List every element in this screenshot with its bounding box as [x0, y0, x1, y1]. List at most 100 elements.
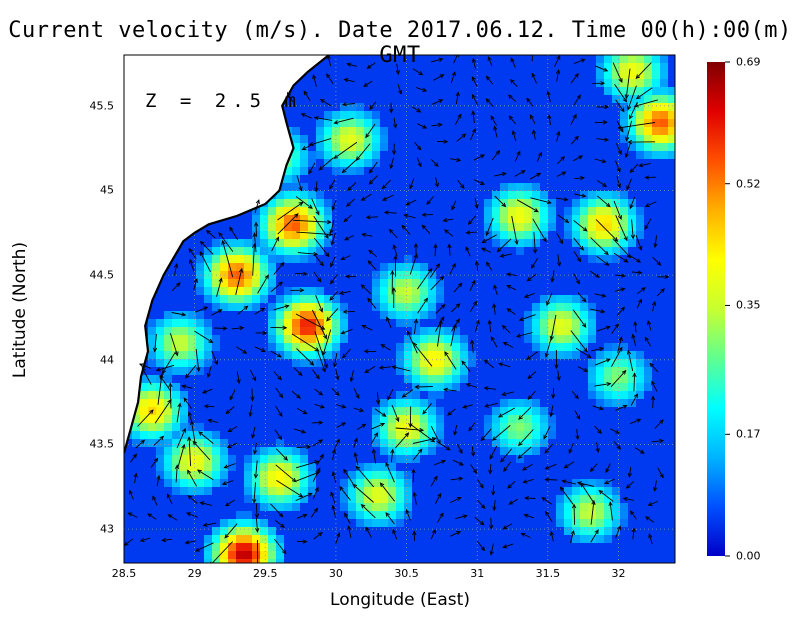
speed-cell [572, 495, 580, 503]
speed-cell [532, 303, 540, 311]
speed-cell [204, 287, 212, 295]
speed-cell [204, 479, 212, 487]
speed-cell [524, 415, 532, 423]
speed-cell [148, 399, 156, 407]
speed-cell [660, 111, 668, 119]
speed-cell [628, 239, 636, 247]
speed-cell [404, 343, 412, 351]
speed-cell [396, 423, 404, 431]
speed-cell [308, 239, 316, 247]
speed-cell [380, 471, 388, 479]
speed-cell [348, 151, 356, 159]
speed-cell [452, 383, 460, 391]
speed-cell [636, 151, 644, 159]
speed-cell [452, 367, 460, 375]
speed-cell [276, 471, 284, 479]
speed-cell [428, 391, 436, 399]
speed-cell [220, 439, 228, 447]
speed-cell [292, 447, 300, 455]
speed-cell [260, 527, 268, 535]
speed-cell [148, 335, 156, 343]
speed-cell [364, 511, 372, 519]
speed-cell [428, 375, 436, 383]
speed-cell [308, 295, 316, 303]
speed-cell [292, 455, 300, 463]
speed-cell [660, 143, 668, 151]
speed-cell [588, 319, 596, 327]
speed-cell [548, 223, 556, 231]
speed-cell [260, 215, 268, 223]
speed-cell [540, 207, 548, 215]
speed-cell [508, 423, 516, 431]
speed-cell [564, 207, 572, 215]
speed-cell [548, 423, 556, 431]
speed-cell [204, 463, 212, 471]
speed-cell [292, 159, 300, 167]
speed-cell [220, 455, 228, 463]
speed-cell [580, 311, 588, 319]
speed-cell [540, 327, 548, 335]
speed-cell [532, 399, 540, 407]
speed-cell [324, 111, 332, 119]
speed-cell [420, 399, 428, 407]
speed-cell [388, 439, 396, 447]
speed-cell [636, 359, 644, 367]
speed-cell [604, 391, 612, 399]
speed-cell [268, 319, 276, 327]
speed-cell [172, 447, 180, 455]
speed-cell [356, 111, 364, 119]
colorbar-ticks [725, 62, 730, 556]
speed-cell [308, 335, 316, 343]
speed-cell [204, 487, 212, 495]
speed-cell [636, 79, 644, 87]
speed-cell [316, 151, 324, 159]
speed-cell [404, 263, 412, 271]
speed-cell [316, 119, 324, 127]
speed-cell [212, 279, 220, 287]
speed-cell [236, 263, 244, 271]
speed-cell [244, 495, 252, 503]
speed-cell [340, 503, 348, 511]
speed-cell [148, 423, 156, 431]
speed-cell [244, 255, 252, 263]
speed-cell [412, 407, 420, 415]
speed-cell [348, 127, 356, 135]
speed-cell [172, 423, 180, 431]
speed-cell [652, 71, 660, 79]
speed-cell [508, 447, 516, 455]
speed-cell [268, 207, 276, 215]
speed-cell [260, 231, 268, 239]
speed-cell [604, 215, 612, 223]
speed-cell [172, 391, 180, 399]
speed-cell [228, 455, 236, 463]
speed-cell [300, 455, 308, 463]
speed-cell [604, 223, 612, 231]
speed-cell [636, 127, 644, 135]
speed-cell [244, 455, 252, 463]
speed-cell [396, 311, 404, 319]
speed-cell [516, 215, 524, 223]
speed-cell [172, 367, 180, 375]
speed-cell [660, 119, 668, 127]
speed-cell [604, 375, 612, 383]
speed-cell [420, 335, 428, 343]
speed-cell [532, 415, 540, 423]
speed-cell [324, 223, 332, 231]
speed-cell [260, 471, 268, 479]
speed-cell [636, 375, 644, 383]
speed-cell [620, 199, 628, 207]
speed-cell [164, 479, 172, 487]
speed-cell [428, 335, 436, 343]
speed-cell [596, 503, 604, 511]
speed-cell [356, 135, 364, 143]
speed-cell [604, 239, 612, 247]
speed-cell [404, 359, 412, 367]
x-tick-label: 31 [470, 567, 484, 580]
speed-cell [204, 327, 212, 335]
speed-cell [276, 487, 284, 495]
speed-cell [564, 311, 572, 319]
colorbar [707, 62, 725, 556]
speed-cell [596, 375, 604, 383]
speed-cell [596, 351, 604, 359]
speed-cell [268, 335, 276, 343]
